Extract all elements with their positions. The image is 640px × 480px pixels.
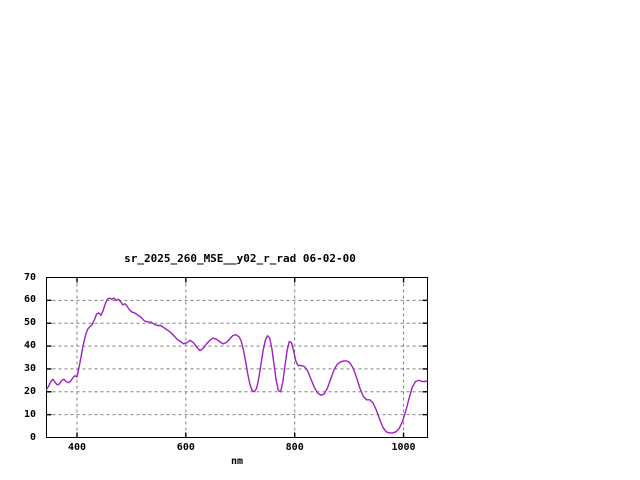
x-axis-label: nm — [230, 456, 244, 467]
plot-ticks — [46, 277, 428, 438]
plot-frame — [46, 277, 428, 438]
y-tick-label: 50 — [23, 317, 36, 329]
chart-title: sr_2025_260_MSE__y02_r_rad 06-02-00 — [124, 252, 356, 265]
y-tick-label: 40 — [23, 340, 36, 352]
y-tick-label: 60 — [23, 294, 36, 306]
y-tick-label: 70 — [23, 271, 36, 283]
x-tick-label: 1000 — [391, 442, 416, 453]
data-series-line — [45, 297, 429, 434]
y-tick-label: 0 — [29, 431, 36, 443]
y-tick-label: 30 — [23, 362, 36, 374]
y-tick-label: 20 — [23, 385, 36, 397]
plot-grid — [46, 277, 428, 438]
x-tick-label: 600 — [176, 442, 195, 453]
x-tick-label: 800 — [285, 442, 304, 453]
y-tick-label: 10 — [23, 408, 36, 420]
x-tick-label: 400 — [67, 442, 86, 453]
